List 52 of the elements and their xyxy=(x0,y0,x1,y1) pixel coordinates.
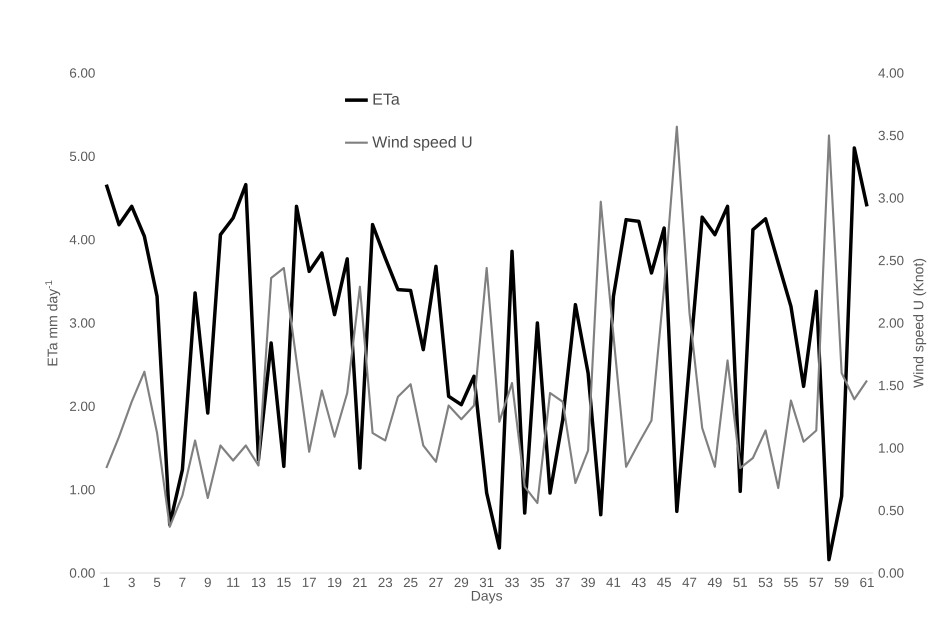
x-tick-label: 49 xyxy=(708,578,722,588)
x-tick-label: 27 xyxy=(429,578,443,588)
y2-tick-label: 0.50 xyxy=(878,506,904,516)
y2-tick-label: 3.00 xyxy=(878,193,904,203)
x-tick-label: 9 xyxy=(204,578,211,588)
y-tick-label: 5.00 xyxy=(70,152,95,162)
x-tick-label: 31 xyxy=(480,578,494,588)
x-tick-label: 45 xyxy=(657,578,672,588)
x-tick-label: 23 xyxy=(378,578,392,588)
x-tick-label: 13 xyxy=(252,578,266,588)
x-tick-label: 59 xyxy=(834,578,848,588)
x-tick-label: 47 xyxy=(682,578,696,587)
y2-axis-title: Wind speed U (Knot) xyxy=(913,258,926,388)
legend-label: Wind speed U xyxy=(372,136,472,151)
y-tick-label: 1.00 xyxy=(70,484,95,494)
x-tick-label: 11 xyxy=(227,578,240,587)
x-tick-label: 21 xyxy=(353,578,367,588)
x-tick-label: 29 xyxy=(454,578,468,588)
x-tick-label: 41 xyxy=(606,578,620,587)
x-tick-label: 35 xyxy=(530,578,544,588)
y2-tick-label: 1.50 xyxy=(879,380,904,390)
x-tick-label: 7 xyxy=(179,578,186,587)
x-tick-label: 33 xyxy=(505,578,519,588)
x-tick-label: 5 xyxy=(154,578,160,588)
y2-tick-label: 0.00 xyxy=(878,568,904,578)
x-tick-label: 39 xyxy=(581,578,595,588)
x-tick-label: 55 xyxy=(784,578,798,588)
y-tick-label: 6.00 xyxy=(70,68,95,78)
y-axis-title: ETa mm day$^{-1}$ xyxy=(45,280,60,366)
y2-tick-label: 2.50 xyxy=(878,256,904,266)
x-tick-label: 53 xyxy=(758,578,772,588)
x-tick-label: 17 xyxy=(302,578,316,587)
y2-tick-label: 1.00 xyxy=(879,443,904,453)
y2-tick-label: 4.00 xyxy=(878,68,904,78)
x-tick-label: 43 xyxy=(632,578,646,588)
x-tick-label: 37 xyxy=(556,578,570,588)
x-tick-label: 19 xyxy=(328,578,342,588)
y2-tick-label: 3.50 xyxy=(878,130,904,140)
y-tick-label: 4.00 xyxy=(70,234,95,244)
y2-tick-label: 2.00 xyxy=(878,318,904,328)
x-tick-label: 15 xyxy=(277,578,291,588)
y-tick-label: 3.00 xyxy=(70,318,95,328)
x-tick-label: 3 xyxy=(128,578,135,588)
x-tick-label: 51 xyxy=(733,578,747,588)
x-axis-title: Days xyxy=(472,590,502,604)
y-tick-label: 0.00 xyxy=(70,568,95,578)
x-tick-label: 25 xyxy=(404,578,418,588)
y-tick-label: 2.00 xyxy=(70,402,95,412)
x-tick-label: 61 xyxy=(860,578,874,588)
x-tick-label: 57 xyxy=(809,578,824,588)
legend-label: ETa xyxy=(374,94,400,105)
x-tick-label: 1 xyxy=(104,578,110,587)
